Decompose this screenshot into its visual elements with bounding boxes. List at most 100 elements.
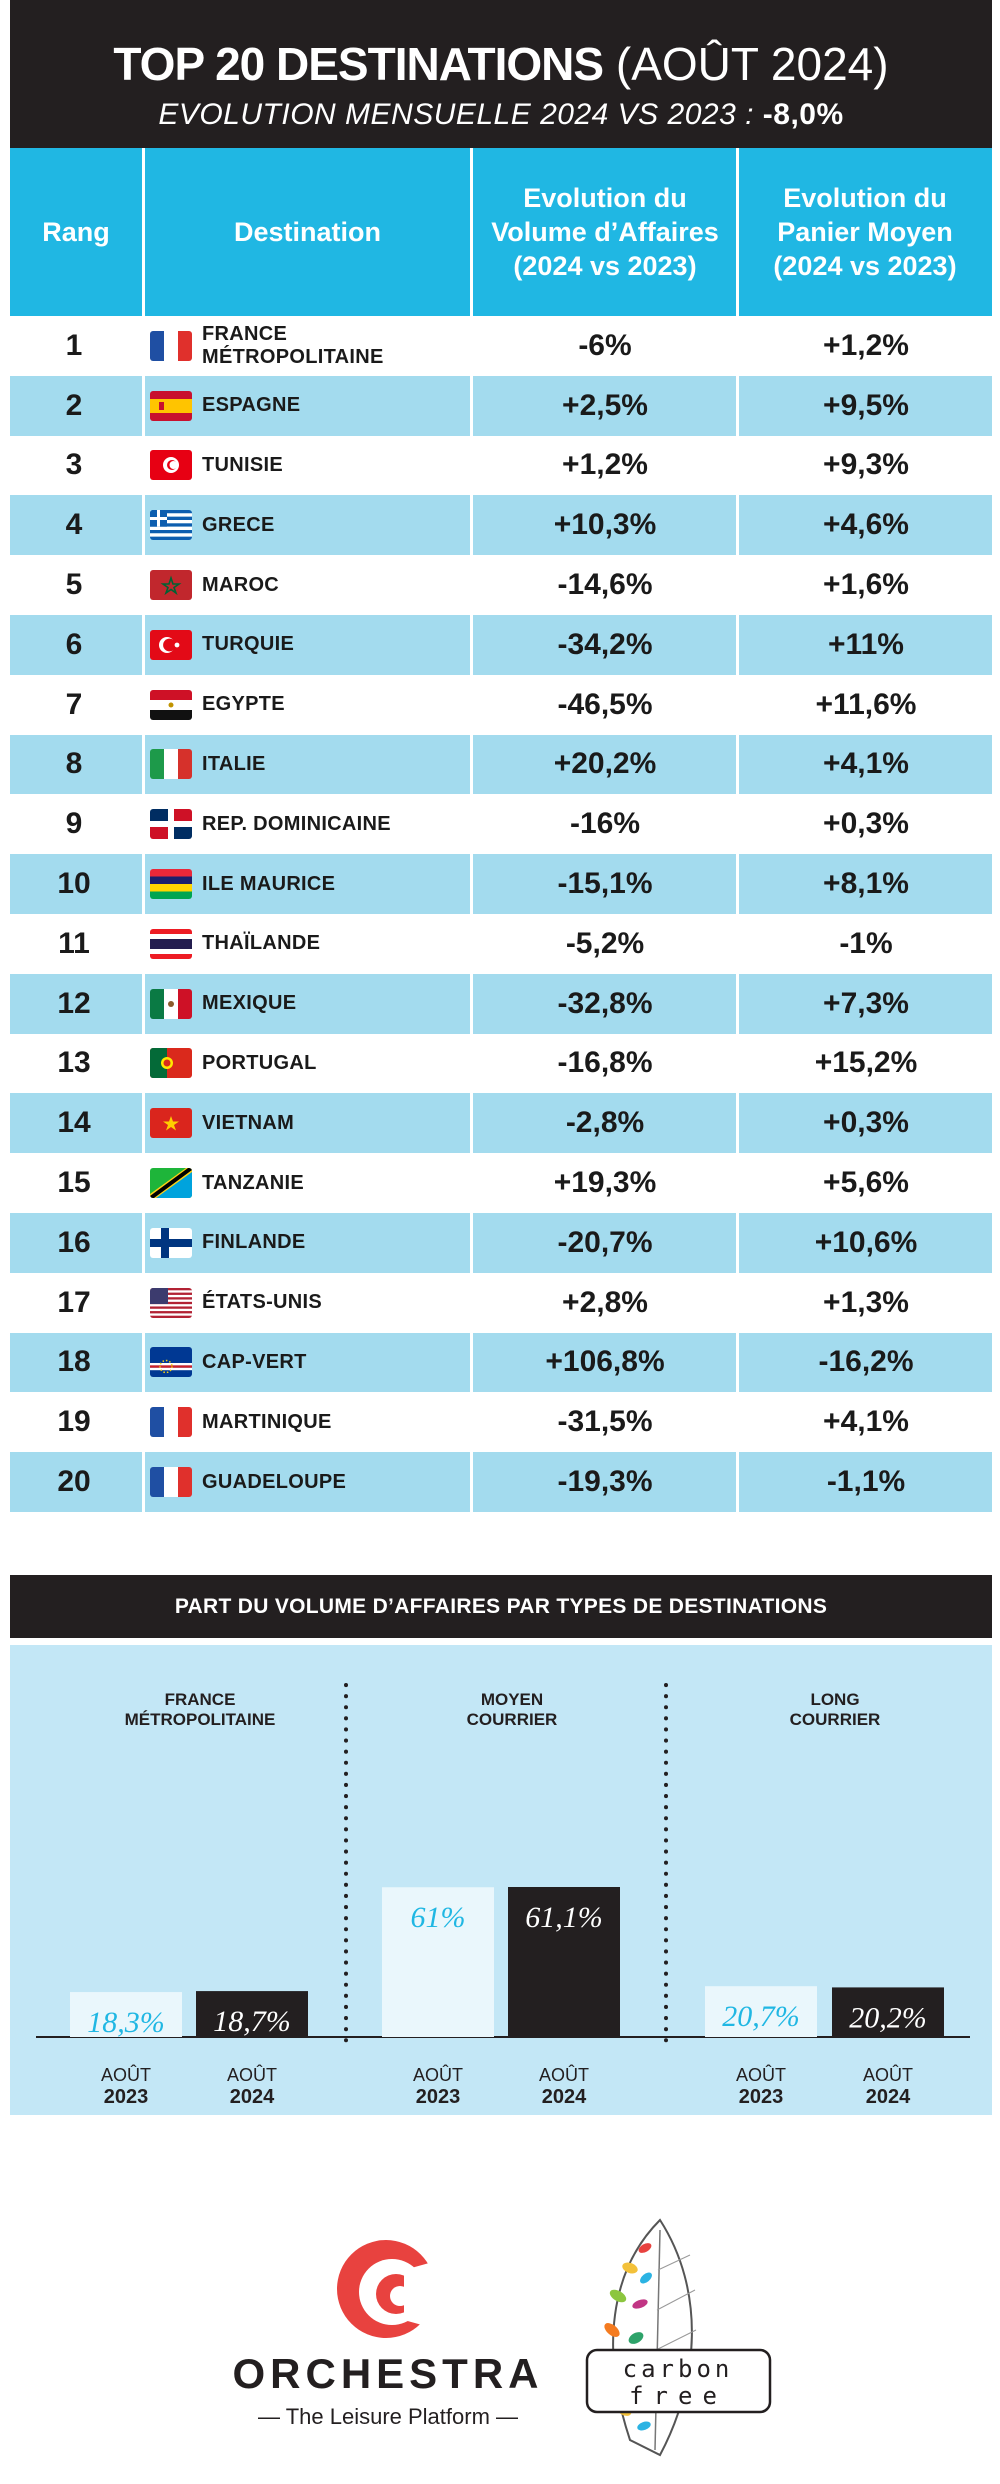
- morocco-flag-icon: [150, 570, 192, 601]
- rank-cell: 4: [65, 508, 83, 542]
- page-subtitle: EVOLUTION MENSUELLE 2024 VS 2023 : -8,0%: [10, 98, 992, 132]
- title-month: (AOÛT 2024): [615, 38, 889, 90]
- destination-name: MAROC: [202, 573, 280, 596]
- column-divider: [736, 495, 739, 556]
- group-label-line2: COURRIER: [790, 1710, 881, 1729]
- column-divider: [736, 973, 739, 1034]
- column-divider: [736, 913, 739, 974]
- bar: [196, 1991, 308, 2037]
- table-row: 15 TANZANIE +19,3% +5,6%: [10, 1153, 992, 1213]
- volume-cell: +19,3%: [553, 1166, 657, 1200]
- destination-name: CAP-VERT: [202, 1350, 307, 1373]
- volume-cell: -19,3%: [557, 1465, 653, 1499]
- mauritius-flag-icon: [150, 869, 192, 900]
- rank-cell: 10: [57, 867, 91, 901]
- panier-cell: +4,6%: [823, 508, 909, 542]
- rank-cell: 13: [57, 1046, 91, 1080]
- table-row: 1 FRANCE MÉTROPOLITAINE -6% +1,2%: [10, 316, 992, 376]
- destination-name: GUADELOUPE: [202, 1470, 347, 1493]
- panier-cell: +1,2%: [823, 328, 909, 362]
- volume-cell: -5,2%: [565, 926, 645, 960]
- column-divider: [142, 854, 145, 914]
- france-flag-icon: [150, 1467, 192, 1498]
- column-divider: [142, 794, 145, 855]
- group-label-line1: MOYEN: [481, 1690, 543, 1709]
- table-row: 3 TUNISIE +1,2% +9,3%: [10, 435, 992, 496]
- panier-cell: +10,6%: [814, 1225, 918, 1259]
- chart-panel: FRANCE MÉTROPOLITAINE 18,3% AOÛT 2023 18,7% AO…: [10, 1645, 992, 2115]
- x-tick-month: AOÛT: [539, 2064, 589, 2085]
- rank-cell: 14: [57, 1106, 91, 1140]
- destination-cell: PORTUGAL: [150, 1034, 470, 1094]
- bar: [70, 1992, 182, 2037]
- column-divider: [142, 674, 145, 735]
- column-divider: [470, 1093, 473, 1154]
- group-label-line1: LONG: [810, 1690, 859, 1709]
- column-divider: [736, 1033, 739, 1094]
- x-tick-year: 2023: [739, 2086, 784, 2108]
- volume-cell: -34,2%: [557, 627, 653, 661]
- column-divider: [736, 1093, 739, 1154]
- france-flag-icon: [150, 1407, 192, 1438]
- column-divider: [736, 674, 739, 735]
- rank-cell: 6: [65, 627, 83, 661]
- volume-cell: +1,2%: [562, 448, 648, 482]
- table-row: 11 THAÏLANDE -5,2% -1%: [10, 913, 992, 974]
- table-body: 1 FRANCE MÉTROPOLITAINE -6% +1,2% 2 ESPAGNE +2…: [10, 316, 992, 1512]
- greece-flag-icon: [150, 510, 192, 541]
- table-row: 2 ESPAGNE +2,5% +9,5%: [10, 375, 992, 436]
- column-divider: [142, 1452, 145, 1512]
- table-row: 16 FINLANDE -20,7% +10,6%: [10, 1212, 992, 1273]
- column-divider: [142, 1033, 145, 1094]
- column-divider: [142, 435, 145, 496]
- page-header: TOP 20 DESTINATIONS (AOÛT 2024) EVOLUTIO…: [10, 0, 992, 148]
- table-row: 17 ÉTATS-UNIS +2,8% +1,3%: [10, 1272, 992, 1333]
- column-header-volume: Evolution du Volume d’Affaires (2024 vs …: [491, 183, 719, 281]
- column-divider: [470, 674, 473, 735]
- destination-cell: ÉTATS-UNIS: [150, 1273, 470, 1333]
- column-divider: [470, 734, 473, 795]
- destination-name: ITALIE: [202, 752, 266, 775]
- tanzania-flag-icon: [150, 1168, 192, 1199]
- destination-cell: ITALIE: [150, 735, 470, 795]
- destination-name: TURQUIE: [202, 633, 295, 656]
- column-divider: [470, 316, 473, 376]
- destination-name: EGYPTE: [202, 693, 285, 716]
- rank-cell: 7: [65, 687, 83, 721]
- bar-chart: FRANCEMÉTROPOLITAINE18,3%AOÛT202318,7%AO…: [36, 1683, 970, 2108]
- panier-cell: +4,1%: [823, 1405, 909, 1439]
- column-divider: [142, 973, 145, 1034]
- destination-name: FRANCE MÉTROPOLITAINE: [202, 322, 384, 368]
- destination-cell: TUNISIE: [150, 436, 470, 496]
- column-divider: [470, 913, 473, 974]
- panier-cell: +5,6%: [823, 1166, 909, 1200]
- x-tick-year: 2024: [542, 2086, 587, 2108]
- column-header-panier: Evolution du Panier Moyen (2024 vs 2023): [773, 183, 957, 281]
- tunisia-flag-icon: [150, 450, 192, 481]
- column-divider: [736, 794, 739, 855]
- panier-cell: +9,5%: [823, 388, 909, 422]
- panier-cell: +0,3%: [823, 807, 909, 841]
- panier-cell: +7,3%: [823, 986, 909, 1020]
- table-row: 10 ILE MAURICE -15,1% +8,1%: [10, 854, 992, 914]
- destination-cell: THAÏLANDE: [150, 914, 470, 974]
- column-divider: [470, 794, 473, 855]
- carbon-free-leaf-icon: [585, 2218, 772, 2457]
- column-divider: [736, 854, 739, 914]
- table-row: 9 REP. DOMINICAINE -16% +0,3%: [10, 794, 992, 855]
- destination-name: VIETNAM: [202, 1111, 295, 1134]
- subtitle-value: -8,0%: [762, 98, 844, 131]
- x-tick-month: AOÛT: [413, 2064, 463, 2085]
- rank-cell: 17: [57, 1285, 91, 1319]
- column-divider: [736, 435, 739, 496]
- bar-value-label: 61%: [411, 1901, 466, 1934]
- dominican-republic-flag-icon: [150, 809, 192, 840]
- destination-name: THAÏLANDE: [202, 932, 321, 955]
- column-divider: [736, 1392, 739, 1453]
- rank-cell: 16: [57, 1225, 91, 1259]
- rank-cell: 20: [57, 1465, 91, 1499]
- destination-name: GRECE: [202, 513, 275, 536]
- rank-cell: 1: [65, 328, 83, 362]
- table-row: 12 MEXIQUE -32,8% +7,3%: [10, 973, 992, 1034]
- column-divider: [470, 1153, 473, 1213]
